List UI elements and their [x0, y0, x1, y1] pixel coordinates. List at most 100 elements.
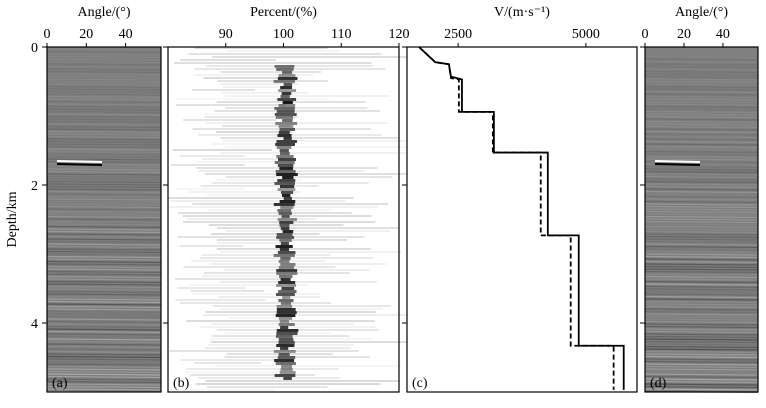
- gather-event: [46, 195, 162, 199]
- percent-band: [274, 182, 295, 185]
- gather-event: [644, 158, 759, 161]
- gather-event: [46, 53, 162, 56]
- gather-event: [46, 373, 162, 376]
- percent-streak: [203, 77, 299, 79]
- percent-streak: [210, 341, 418, 343]
- gather-event: [46, 120, 162, 124]
- percent-streak: [205, 380, 401, 382]
- percent-band: [280, 152, 290, 155]
- gather-event: [644, 110, 759, 114]
- gather-event: [644, 370, 759, 374]
- gather-event: [644, 185, 759, 189]
- gather-event: [644, 363, 759, 366]
- gather-event: [644, 223, 759, 226]
- percent-band: [282, 176, 294, 179]
- gather-event: [46, 235, 162, 239]
- percent-streak: [175, 299, 266, 301]
- gather-event: [644, 283, 759, 286]
- gather-event: [644, 168, 759, 171]
- gather-event: [46, 343, 162, 346]
- percent-streak: [220, 152, 424, 154]
- gather-event: [644, 95, 759, 99]
- gather-event: [46, 80, 162, 84]
- percent-band: [278, 281, 296, 284]
- gather-event: [644, 358, 759, 361]
- gather-event: [644, 285, 759, 289]
- gather-event: [46, 275, 162, 279]
- gather-event: [644, 235, 759, 239]
- percent-streak: [194, 47, 328, 49]
- gather-event: [46, 378, 162, 381]
- panel: 0 20 40 0 2 4 Angle/(°) Depth/km (a): [5, 5, 162, 394]
- percent-streak: [220, 281, 378, 283]
- percent-band: [276, 236, 295, 239]
- percent-band: [278, 125, 294, 128]
- percent-streak: [217, 242, 285, 244]
- gather-event: [644, 85, 759, 89]
- percent-band: [276, 269, 298, 272]
- percent-streak: [227, 317, 294, 319]
- gather-event: [46, 240, 162, 244]
- gather-event: [46, 360, 162, 364]
- x-tick-label: 0: [44, 27, 51, 42]
- gather-event: [46, 158, 162, 161]
- percent-band: [274, 113, 297, 116]
- gather-event: [46, 208, 162, 211]
- gather-event: [644, 218, 759, 221]
- gather-event: [46, 55, 162, 59]
- percent-band: [278, 104, 296, 107]
- percent-band: [280, 242, 289, 245]
- gather-event: [46, 233, 162, 236]
- gather-event: [644, 105, 759, 109]
- percent-streak: [188, 53, 381, 55]
- gather-event: [644, 290, 759, 294]
- panel-frame: [406, 46, 638, 393]
- percent-streak: [222, 125, 291, 127]
- gather-event: [644, 155, 759, 159]
- percent-streak: [202, 275, 287, 277]
- gather-event: [644, 345, 759, 349]
- percent-band: [279, 221, 294, 224]
- gather-event: [46, 173, 162, 176]
- gather-event: [46, 348, 162, 351]
- percent-band: [282, 230, 294, 233]
- percent-band: [279, 200, 296, 203]
- gather-event: [46, 270, 162, 274]
- percent-band: [281, 194, 291, 197]
- percent-streak: [201, 254, 331, 256]
- gather-event: [644, 103, 759, 106]
- percent-band: [277, 164, 294, 167]
- gather-event: [644, 73, 759, 76]
- gather-event: [46, 225, 162, 229]
- gather-event: [644, 153, 759, 156]
- panel: 90 100 110 120 Percent/(%) (b): [163, 5, 424, 393]
- percent-band: [280, 206, 294, 209]
- gather-event: [644, 178, 759, 181]
- gather-event: [644, 323, 759, 326]
- x-tick-label: 40: [119, 27, 133, 42]
- percent-band: [278, 131, 290, 134]
- percent-streak: [202, 314, 408, 316]
- gather-event: [46, 213, 162, 216]
- percent-band: [280, 347, 289, 350]
- gather-event: [654, 163, 701, 166]
- percent-band: [280, 95, 290, 98]
- percent-band: [281, 215, 290, 218]
- gather-event: [644, 380, 759, 384]
- percent-band: [282, 71, 293, 74]
- percent-band: [278, 299, 294, 302]
- percent-streak: [219, 251, 402, 253]
- gather-event: [46, 268, 162, 271]
- gather-event: [46, 280, 162, 284]
- gather-event: [644, 333, 759, 336]
- percent-streak: [224, 95, 390, 97]
- gather-event: [644, 233, 759, 236]
- gather-event: [46, 218, 162, 221]
- percent-streak: [174, 62, 372, 64]
- percent-streak: [225, 107, 368, 109]
- percent-streak: [186, 320, 375, 322]
- gather-event: [644, 250, 759, 254]
- gather-event: [644, 338, 759, 341]
- percent-band: [280, 278, 291, 281]
